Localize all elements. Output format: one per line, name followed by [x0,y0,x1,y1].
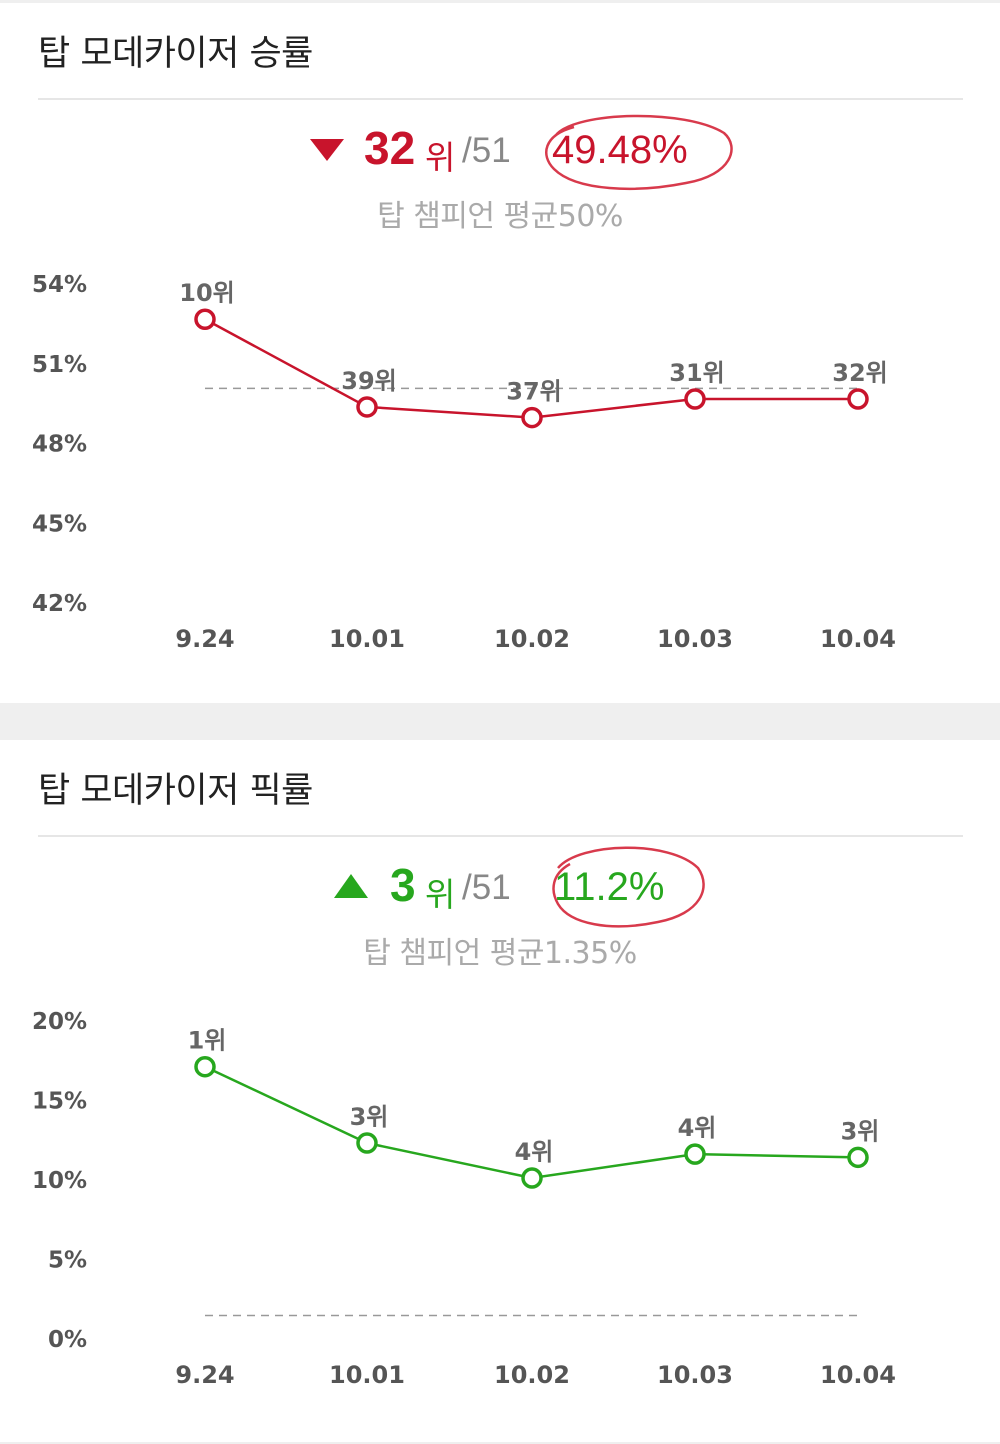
x-tick-label: 10.01 [329,1361,405,1389]
point-rank-label: 37위 [506,378,561,406]
y-tick-label: 54% [32,272,87,298]
y-tick-label: 51% [32,352,87,378]
data-point [194,1055,216,1078]
x-tick-label: 10.04 [820,625,896,653]
point-rank-label: 1위 [188,1027,227,1055]
pickrate-rank-row: 3 위 /51 11.2% [0,846,1000,928]
data-point [847,388,869,410]
data-point [684,388,706,410]
y-tick-label: 5% [48,1248,87,1274]
winrate-rank-total: /51 [462,131,511,170]
winrate-rank-row: 32 위 /51 49.48% [0,114,1000,190]
winrate-card: 탑 모데카이저 승률 32 위 /51 49.48% 탑 챔피언 평균50% 5… [0,3,1000,703]
point-rank-label: 31위 [669,359,724,387]
winrate-rank: 32 [364,122,416,174]
rank-down-arrow-icon [310,139,344,161]
point-rank-label: 4위 [678,1114,717,1142]
y-tick-label: 0% [48,1327,87,1353]
point-rank-label: 10위 [179,279,234,307]
x-tick-label: 10.02 [494,625,570,653]
x-tick-label: 10.02 [494,1361,570,1389]
winrate-title: 탑 모데카이저 승률 [38,34,313,74]
x-tick-label: 9.24 [175,1361,234,1389]
data-point [356,396,378,418]
winrate-average: 탑 챔피언 평균50% [377,199,623,234]
data-point [521,406,543,429]
y-tick-label: 20% [32,1009,87,1035]
x-tick-label: 10.03 [657,1361,733,1389]
point-rank-label: 3위 [350,1103,389,1131]
pickrate-card: 탑 모데카이저 픽률 3 위 /51 11.2% 탑 챔피언 평균1.35% 2… [0,740,1000,1442]
data-point [847,1146,869,1169]
pickrate-line-chart: 20% 15% 10% 5% 0% 1위 3위 4위 4위 3위 9.24 10.01 10.02 10.… [32,1009,896,1389]
point-rank-label: 32위 [832,359,887,387]
data-point [684,1143,706,1165]
y-tick-label: 15% [32,1089,87,1115]
pickrate-average: 탑 챔피언 평균1.35% [363,936,637,971]
divider [38,835,963,837]
x-tick-label: 10.04 [820,1361,896,1389]
winrate-value: 49.48% [552,128,688,172]
x-tick-label: 10.01 [329,625,405,653]
pickrate-rank-unit: 위 [425,875,456,914]
x-tick-label: 9.24 [175,625,234,653]
winrate-line-chart: 54% 51% 48% 45% 42% 10위 39위 37위 31위 32위 9.24 10.01 1… [32,272,896,653]
pickrate-rank-total: /51 [462,868,511,907]
point-rank-label: 3위 [841,1117,880,1145]
pickrate-title: 탑 모데카이저 픽률 [38,771,313,811]
divider [38,98,963,100]
x-tick-label: 10.03 [657,625,733,653]
point-rank-label: 39위 [341,367,396,395]
data-point [521,1167,543,1189]
data-point [356,1132,378,1154]
y-tick-label: 48% [32,432,87,458]
y-tick-label: 10% [32,1168,87,1194]
data-point [194,308,216,330]
winrate-rank-unit: 위 [425,138,456,177]
pickrate-rank: 3 [390,859,416,911]
point-rank-label: 4위 [515,1138,554,1166]
y-tick-label: 45% [32,511,87,537]
rank-up-arrow-icon [334,874,368,898]
y-tick-label: 42% [32,591,87,617]
pickrate-value: 11.2% [554,865,665,909]
